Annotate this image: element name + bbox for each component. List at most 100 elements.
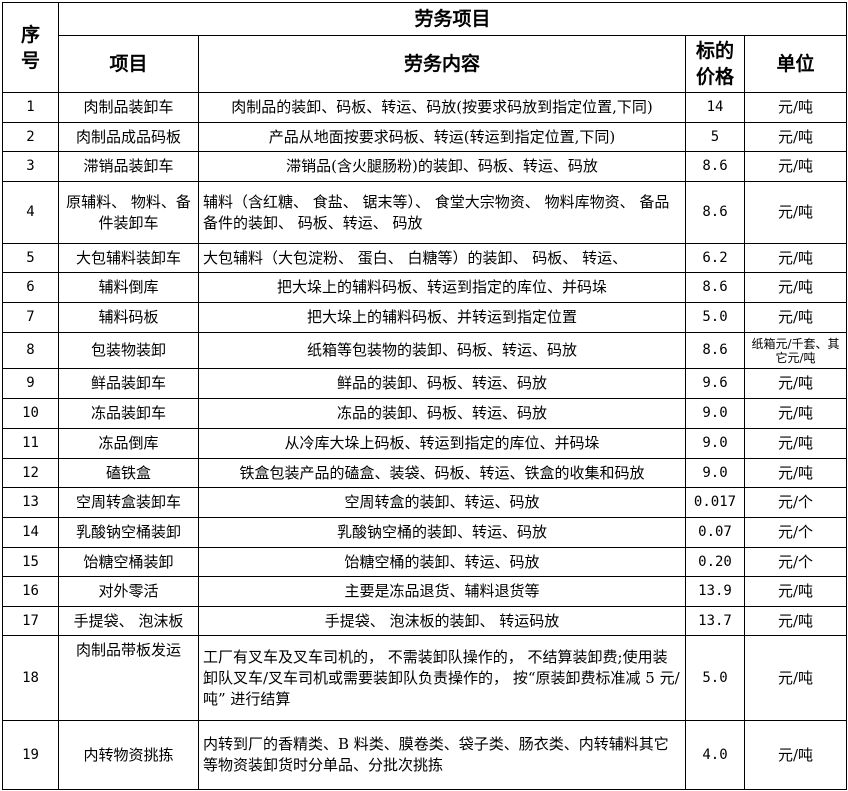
row-number: 9 bbox=[2, 368, 59, 399]
row-content: 把大垛上的辅料码板、转运到指定的库位、并码垛 bbox=[198, 272, 686, 303]
row-number: 6 bbox=[2, 272, 59, 303]
row-price: 5 bbox=[685, 122, 745, 152]
row-price: 4.0 bbox=[685, 720, 745, 790]
header-price: 标的价格 bbox=[685, 35, 745, 93]
row-price: 9.6 bbox=[685, 368, 745, 399]
row-content: 冻品的装卸、码板、转运、码放 bbox=[198, 398, 686, 429]
row-number: 18 bbox=[2, 635, 59, 721]
row-unit: 元/个 bbox=[743, 487, 848, 518]
table-row: 9 鲜品装卸车 鲜品的装卸、码板、转运、码放 9.6 元/吨 bbox=[2, 368, 848, 399]
row-number: 17 bbox=[2, 606, 59, 636]
header-group: 劳务项目 bbox=[57, 2, 848, 36]
table-row: 2 肉制品成品码板 产品从地面按要求码板、转运(转运到指定位置,下同) 5 元/吨 bbox=[2, 122, 848, 152]
row-number: 3 bbox=[2, 151, 59, 182]
row-item: 包装物装卸 bbox=[58, 332, 199, 369]
row-unit: 元/吨 bbox=[743, 720, 848, 790]
row-number: 10 bbox=[2, 398, 59, 429]
row-price: 9.0 bbox=[685, 398, 745, 429]
row-unit: 元/吨 bbox=[743, 606, 848, 636]
table-row: 3 滞销品装卸车 滞销品(含火腿肠粉)的装卸、码板、转运、码放 8.6 元/吨 bbox=[2, 151, 848, 182]
table-row: 17 手提袋、 泡沫板 手提袋、 泡沫板的装卸、 转运码放 13.7 元/吨 bbox=[2, 606, 848, 636]
row-unit: 元/吨 bbox=[743, 458, 848, 488]
row-price: 5.0 bbox=[685, 302, 745, 333]
row-item: 滞销品装卸车 bbox=[58, 151, 199, 182]
row-content: 空周转盒的装卸、转运、码放 bbox=[198, 487, 686, 518]
row-price: 5.0 bbox=[685, 635, 745, 721]
row-content: 产品从地面按要求码板、转运(转运到指定位置,下同) bbox=[198, 122, 686, 152]
row-unit: 元/吨 bbox=[743, 181, 848, 244]
row-price: 9.0 bbox=[685, 428, 745, 459]
row-content: 主要是冻品退货、辅料退货等 bbox=[198, 576, 686, 607]
table-row: 8 包装物装卸 纸箱等包装物的装卸、码板、转运、码放 8.6 纸箱元/千套、其它元/吨 bbox=[2, 332, 848, 369]
row-item: 对外零活 bbox=[58, 576, 199, 607]
row-item: 肉制品带板发运 bbox=[58, 635, 199, 721]
row-unit: 元/吨 bbox=[743, 368, 848, 399]
row-unit: 元/吨 bbox=[743, 151, 848, 182]
row-price: 6.2 bbox=[685, 243, 745, 273]
row-item: 肉制品成品码板 bbox=[58, 122, 199, 152]
table-row: 12 磕铁盒 铁盒包装产品的磕盒、装袋、码板、转运、铁盒的收集和码放 9.0 元/吨 bbox=[2, 458, 848, 488]
row-number: 19 bbox=[2, 720, 59, 790]
row-number: 5 bbox=[2, 243, 59, 273]
row-item: 鲜品装卸车 bbox=[58, 368, 199, 399]
table-row: 10 冻品装卸车 冻品的装卸、码板、转运、码放 9.0 元/吨 bbox=[2, 398, 848, 429]
row-unit: 元/吨 bbox=[743, 122, 848, 152]
row-item: 磕铁盒 bbox=[58, 458, 199, 488]
row-content: 饴糖空桶的装卸、转运、码放 bbox=[198, 547, 686, 577]
row-content: 把大垛上的辅料码板、并转运到指定位置 bbox=[198, 302, 686, 333]
row-number: 16 bbox=[2, 576, 59, 607]
table-row: 11 冻品倒库 从冷库大垛上码板、转运到指定的库位、并码垛 9.0 元/吨 bbox=[2, 428, 848, 459]
row-content: 乳酸钠空桶的装卸、转运、码放 bbox=[198, 517, 686, 548]
row-price: 0.017 bbox=[685, 487, 745, 518]
row-number: 1 bbox=[2, 92, 59, 123]
row-content: 手提袋、 泡沫板的装卸、 转运码放 bbox=[198, 606, 686, 636]
row-item: 冻品倒库 bbox=[58, 428, 199, 459]
row-unit: 元/吨 bbox=[743, 302, 848, 333]
row-number: 7 bbox=[2, 302, 59, 333]
row-price: 8.6 bbox=[685, 181, 745, 244]
header-content: 劳务内容 bbox=[198, 35, 686, 93]
row-item: 空周转盒装卸车 bbox=[58, 487, 199, 518]
row-item: 冻品装卸车 bbox=[58, 398, 199, 429]
row-unit: 元/吨 bbox=[743, 635, 848, 721]
row-content: 内转到厂的香精类、B 料类、膜卷类、袋子类、肠衣类、内转辅料其它等物资装卸货时分… bbox=[198, 720, 686, 790]
row-price: 0.07 bbox=[685, 517, 745, 548]
table-row: 16 对外零活 主要是冻品退货、辅料退货等 13.9 元/吨 bbox=[2, 576, 848, 607]
row-item: 饴糖空桶装卸 bbox=[58, 547, 199, 577]
row-number: 13 bbox=[2, 487, 59, 518]
row-price: 0.20 bbox=[685, 547, 745, 577]
row-number: 4 bbox=[2, 181, 59, 244]
table-row: 7 辅料码板 把大垛上的辅料码板、并转运到指定位置 5.0 元/吨 bbox=[2, 302, 848, 333]
row-unit: 元/个 bbox=[743, 517, 848, 548]
row-unit: 元/吨 bbox=[743, 398, 848, 429]
row-unit: 纸箱元/千套、其它元/吨 bbox=[743, 332, 848, 369]
row-price: 8.6 bbox=[685, 272, 745, 303]
header-unit: 单位 bbox=[743, 35, 848, 93]
header-seq: 序号 bbox=[2, 2, 59, 93]
row-price: 9.0 bbox=[685, 458, 745, 488]
row-number: 14 bbox=[2, 517, 59, 548]
table-row: 19 内转物资挑拣 内转到厂的香精类、B 料类、膜卷类、袋子类、肠衣类、内转辅料其它… bbox=[2, 720, 848, 790]
table-row: 4 原辅料、 物料、备件装卸车 辅料（含红糖、 食盐、 锯末等）、 食堂大宗物资、 … bbox=[2, 181, 848, 244]
table-row: 1 肉制品装卸车 肉制品的装卸、码板、转运、码放(按要求码放到指定位置,下同) 14 元… bbox=[2, 92, 848, 123]
row-content: 鲜品的装卸、码板、转运、码放 bbox=[198, 368, 686, 399]
row-unit: 元/吨 bbox=[743, 576, 848, 607]
row-content: 大包辅料（大包淀粉、 蛋白、 白糖等）的装卸、 码板、 转运、 bbox=[198, 243, 686, 273]
row-item: 手提袋、 泡沫板 bbox=[58, 606, 199, 636]
row-content: 工厂有叉车及叉车司机的， 不需装卸队操作的， 不结算装卸费;使用装卸队叉车/叉车… bbox=[198, 635, 686, 721]
row-number: 15 bbox=[2, 547, 59, 577]
row-item: 原辅料、 物料、备件装卸车 bbox=[58, 181, 199, 244]
row-price: 14 bbox=[685, 92, 745, 123]
row-number: 12 bbox=[2, 458, 59, 488]
row-price: 8.6 bbox=[685, 151, 745, 182]
header-item: 项目 bbox=[58, 35, 199, 93]
row-content: 辅料（含红糖、 食盐、 锯末等）、 食堂大宗物资、 物料库物资、 备品备件的装卸… bbox=[198, 181, 686, 244]
row-unit: 元/吨 bbox=[743, 428, 848, 459]
row-content: 纸箱等包装物的装卸、码板、转运、码放 bbox=[198, 332, 686, 369]
table-row: 13 空周转盒装卸车 空周转盒的装卸、转运、码放 0.017 元/个 bbox=[2, 487, 848, 518]
row-price: 8.6 bbox=[685, 332, 745, 369]
row-unit: 元/吨 bbox=[743, 243, 848, 273]
row-number: 2 bbox=[2, 122, 59, 152]
row-content: 滞销品(含火腿肠粉)的装卸、码板、转运、码放 bbox=[198, 151, 686, 182]
